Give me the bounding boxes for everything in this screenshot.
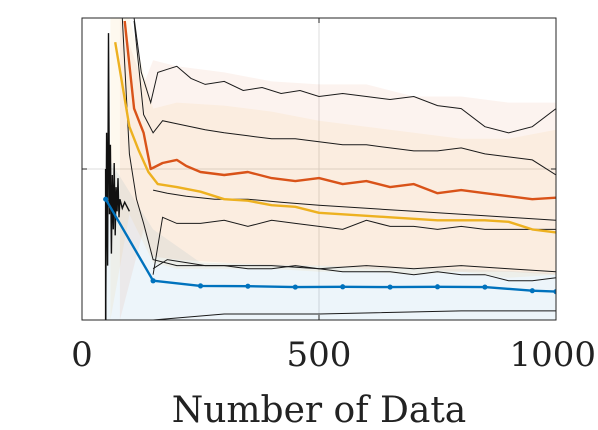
series-1-point [553, 289, 556, 295]
plot-area [103, 18, 556, 320]
x-tick-label: 1000 [509, 335, 596, 375]
series-1-point [292, 284, 298, 290]
series-1-point [340, 284, 346, 290]
band-edge-1 [133, 18, 556, 134]
series-1-point [245, 283, 251, 289]
series-1-point [197, 283, 204, 289]
grid [82, 18, 556, 320]
confidence-band-3 [119, 18, 556, 320]
band-edge-6 [153, 310, 556, 320]
band-edge-2 [133, 20, 556, 176]
tick-labels: 0 500 1000 [71, 335, 596, 375]
series-1-point [103, 196, 109, 202]
confidence-band-1 [105, 153, 556, 320]
series-line-3 [123, 20, 556, 201]
series-1-point [434, 284, 441, 290]
band-edge-4 [152, 216, 556, 275]
confidence-band-2 [110, 18, 556, 320]
series-1-point [529, 288, 535, 294]
x-axis-title: Number of Data [172, 390, 467, 430]
band-edge-7 [152, 189, 556, 221]
series-1-point [387, 284, 393, 290]
x-tick-label: 0 [71, 335, 93, 375]
series-1-point [482, 284, 488, 290]
ticks [81, 18, 557, 320]
x-tick-label: 500 [287, 335, 352, 375]
spike-line [105, 33, 131, 320]
series-1-point [150, 278, 156, 284]
series-line-2 [114, 42, 556, 234]
band-edge-3 [121, 18, 556, 273]
band-edge-5 [152, 259, 556, 282]
